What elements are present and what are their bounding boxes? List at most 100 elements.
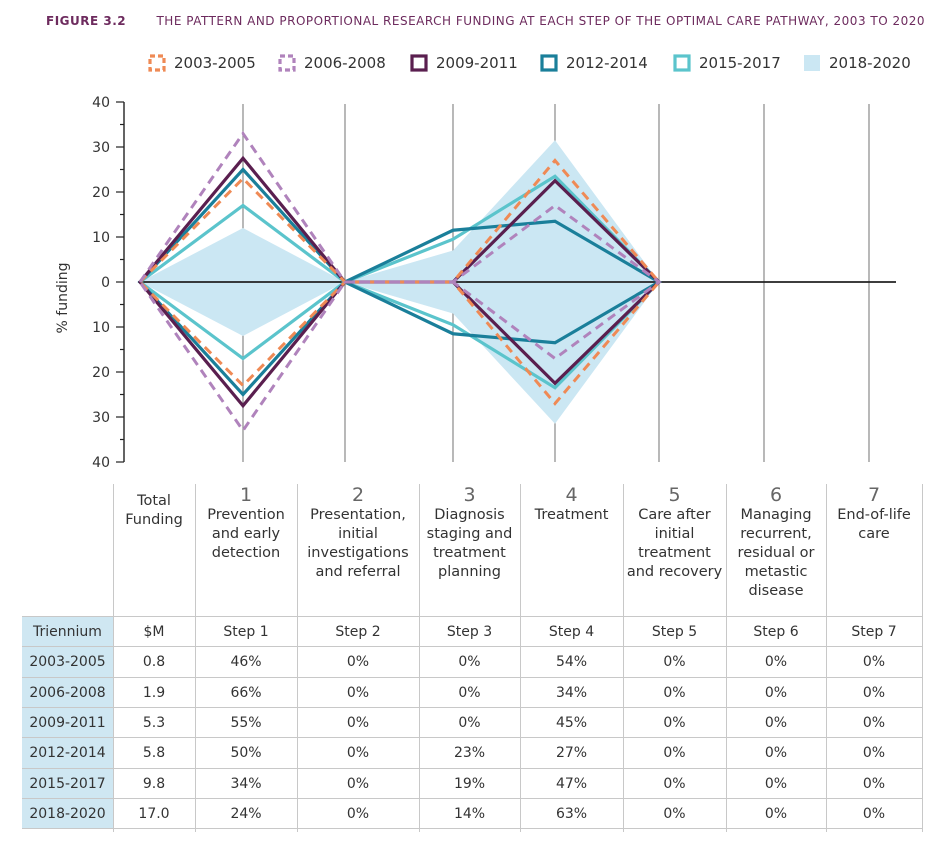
step-label: Total Funding [125, 493, 183, 528]
figure-title-text: THE PATTERN AND PROPORTIONAL RESEARCH FU… [156, 14, 926, 28]
table-cell: 0% [663, 714, 686, 731]
row-label: 2012-2014 [22, 738, 113, 769]
table-cell: 0% [862, 745, 886, 762]
table-cell: 0% [346, 745, 370, 762]
legend-swatch [410, 54, 428, 72]
chart-legend: 2003-2005 2006-2008 2009-2011 2012-2014 2015… [148, 52, 938, 76]
step-header: 4 Treatment [520, 484, 623, 614]
column-divider [297, 484, 298, 832]
table-cell: 0% [663, 805, 686, 822]
table-row: 2003-2005 0.8 46% 0% 0% 54% 0% 0% 0% [22, 646, 922, 678]
column-divider [623, 484, 624, 832]
legend-swatch [804, 55, 820, 71]
column-divider [826, 484, 827, 832]
step-label: Managing recurrent, residual or metastic… [737, 507, 815, 599]
table-cell: Step 4 [548, 624, 595, 640]
row-label: 2018-2020 [22, 798, 113, 829]
table-cell: 0% [862, 775, 886, 792]
y-tick-label: 10 [92, 320, 110, 336]
step-header: 2 Presentation, initial investigations an… [297, 484, 419, 614]
legend-swatch [673, 54, 691, 72]
series-line-2003-2005 [137, 158, 661, 406]
y-tick-label: 20 [92, 365, 110, 381]
y-tick-label: 40 [92, 455, 110, 471]
table-cell: 46% [230, 654, 262, 671]
legend-label: 2012-2014 [566, 54, 648, 72]
step-label: Prevention and early detection [207, 507, 285, 561]
table-cell: 0% [458, 654, 481, 671]
table-cell: 0% [663, 684, 686, 701]
table-cell: 45% [555, 714, 588, 731]
funding-chart: 40 30 20 10 0 10 20 30 40 [92, 95, 896, 471]
y-tick-label: 10 [92, 230, 110, 246]
legend-item-2012-2014: 2012-2014 [540, 52, 648, 74]
legend-label: 2006-2008 [304, 54, 386, 72]
table-cell: 34% [555, 684, 588, 701]
table-cell: 0% [862, 654, 886, 671]
table-cell: 0% [764, 654, 788, 671]
step-number [113, 484, 195, 492]
row-label: 2009-2011 [22, 707, 113, 738]
column-divider [922, 484, 923, 832]
table-cell: 66% [230, 684, 262, 701]
table-cell: 63% [555, 805, 588, 822]
table-row: 2018-2020 17.0 24% 0% 14% 63% 0% 0% 0% [22, 797, 922, 829]
table-cell: Step 7 [851, 624, 897, 640]
step-label: Care after initial treatment and recover… [626, 507, 723, 580]
table-cell: 0% [346, 775, 370, 792]
figure-title: FIGURE 3.2 THE PATTERN AND PROPORTIONAL … [46, 14, 925, 28]
step-header: 7 End-of-life care [826, 484, 922, 614]
step-number: 6 [769, 484, 783, 506]
table-cell: 1.9 [142, 684, 166, 701]
table-cell: 47% [555, 775, 588, 792]
figure-number: FIGURE 3.2 [46, 14, 127, 28]
step-header: Total Funding [113, 484, 195, 614]
column-divider [419, 484, 420, 832]
y-tick-label: 20 [92, 185, 110, 201]
row-label: 2006-2008 [22, 677, 113, 708]
table-cell: 24% [230, 805, 262, 822]
table-bottom-border [22, 828, 922, 830]
table-cell: $M [143, 624, 165, 640]
table-cell: 0% [663, 745, 686, 762]
legend-label: 2015-2017 [699, 54, 781, 72]
legend-item-2003-2005: 2003-2005 [148, 52, 256, 74]
table-cell: 0.8 [142, 654, 166, 671]
step-header: 1 Prevention and early detection [195, 484, 297, 614]
legend-item-2018-2020: 2018-2020 [803, 52, 911, 74]
table-cell: Step 1 [223, 624, 269, 640]
table-row: 2015-2017 9.8 34% 0% 19% 47% 0% 0% 0% [22, 767, 922, 799]
table-row: 2006-2008 1.9 66% 0% 0% 34% 0% 0% 0% [22, 676, 922, 708]
table-cell: 14% [453, 805, 486, 822]
legend-swatch [148, 54, 166, 72]
table-cell: 0% [764, 684, 788, 701]
y-tick-label: 40 [92, 95, 110, 111]
step-label: Presentation, initial investigations and… [307, 507, 409, 580]
legend-label: 2018-2020 [829, 54, 911, 72]
table-cell: 0% [862, 684, 886, 701]
table-header-row: Triennium $M Step 1 Step 2 Step 3 Step 4 Step … [22, 616, 922, 647]
step-header: 6 Managing recurrent, residual or metasti… [726, 484, 826, 614]
table-cell: 23% [453, 745, 486, 762]
step-number: 4 [565, 484, 578, 506]
row-label: 2003-2005 [22, 647, 113, 678]
table-cell: 19% [453, 775, 486, 792]
step-number: 3 [463, 484, 476, 506]
legend-swatch [540, 54, 558, 72]
table-cell: 0% [458, 714, 481, 731]
step-label: Treatment [534, 507, 609, 523]
table-cell: 0% [346, 654, 370, 671]
step-header: 5 Care after initial treatment and recove… [623, 484, 726, 614]
table-cell: 0% [663, 654, 686, 671]
table-cell: 54% [555, 654, 588, 671]
series-line-2006-2008 [138, 130, 662, 434]
table-cell: Step 2 [335, 624, 381, 640]
y-tick-label: 30 [92, 410, 110, 426]
legend-item-2015-2017: 2015-2017 [673, 52, 781, 74]
column-divider [520, 484, 521, 832]
table-cell: 9.8 [142, 775, 166, 792]
legend-item-2006-2008: 2006-2008 [278, 52, 386, 74]
step-number: 7 [867, 484, 881, 506]
step-number: 5 [668, 484, 681, 506]
table-cell: 50% [230, 745, 262, 762]
